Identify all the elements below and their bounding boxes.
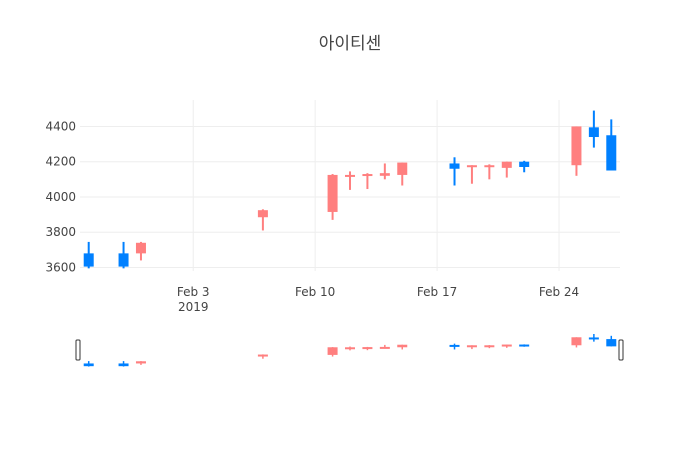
x-tick-label: Feb 17 (417, 285, 457, 299)
range-slider[interactable] (75, 334, 624, 367)
candle-body (118, 253, 129, 267)
slider-candle-body (397, 344, 408, 348)
slider-candle-body (606, 339, 617, 347)
candle-body (362, 174, 373, 177)
candle-increasing (501, 161, 512, 178)
slider-candle-body (466, 345, 477, 348)
slider-candle-body (257, 354, 268, 357)
slider-candle-body (501, 344, 512, 347)
range-slider-left-handle[interactable] (75, 339, 81, 361)
candle-body (397, 162, 408, 175)
slider-candle-body (484, 345, 495, 348)
candle-body (484, 165, 495, 168)
candle-body (519, 161, 530, 167)
candle-body (588, 127, 599, 138)
candle-decreasing (588, 110, 599, 148)
candle-body (345, 174, 355, 177)
candle-increasing (484, 164, 495, 180)
candle-increasing (257, 209, 268, 231)
candle-body (466, 165, 477, 168)
candle-decreasing (519, 160, 530, 173)
x-tick-label: Feb 3 (177, 285, 210, 299)
chart-title: 아이티센 (319, 34, 382, 54)
candle-body (135, 242, 146, 254)
candle-body (449, 163, 460, 169)
x-tick-year-label: 2019 (178, 300, 209, 314)
candles (83, 110, 617, 269)
grid-lines (80, 100, 620, 271)
x-tick-label: Feb 24 (539, 285, 579, 299)
range-slider-right-handle[interactable] (618, 339, 624, 361)
candle-body (83, 253, 94, 267)
y-tick-label: 4400 (45, 119, 76, 133)
slider-candle-body (327, 347, 338, 355)
candle-body (327, 174, 338, 212)
slider-candle-body (588, 337, 599, 340)
candle-increasing (571, 126, 582, 176)
candle-increasing (362, 173, 373, 190)
slider-candle-body (571, 337, 582, 346)
y-tick-label: 4200 (45, 155, 76, 169)
candle-increasing (345, 171, 355, 190)
y-tick-label: 3800 (45, 225, 76, 239)
candle-body (571, 126, 582, 166)
candle-decreasing (83, 241, 94, 269)
candle-increasing (327, 174, 338, 220)
candle-decreasing (118, 241, 129, 269)
candle-body (379, 173, 390, 176)
candle-decreasing (606, 119, 617, 171)
slider-candle-body (83, 363, 94, 367)
slider-candle-body (519, 344, 530, 347)
slider-candle-body (135, 361, 146, 364)
candle-increasing (466, 165, 477, 184)
candle-body (501, 161, 512, 168)
y-tick-label: 4000 (45, 190, 76, 204)
slider-candle-body (118, 363, 129, 367)
y-tick-label: 3600 (45, 260, 76, 274)
candle-increasing (135, 241, 146, 261)
slider-candle-body (449, 344, 460, 347)
x-tick-label: Feb 10 (295, 285, 335, 299)
candle-increasing (397, 162, 408, 186)
candle-increasing (379, 163, 390, 180)
candle-body (257, 210, 268, 218)
candle-body (606, 135, 617, 171)
candle-decreasing (449, 157, 460, 186)
slider-candle-body (345, 347, 355, 350)
slider-candle-body (379, 346, 390, 349)
slider-candle-body (362, 347, 373, 350)
